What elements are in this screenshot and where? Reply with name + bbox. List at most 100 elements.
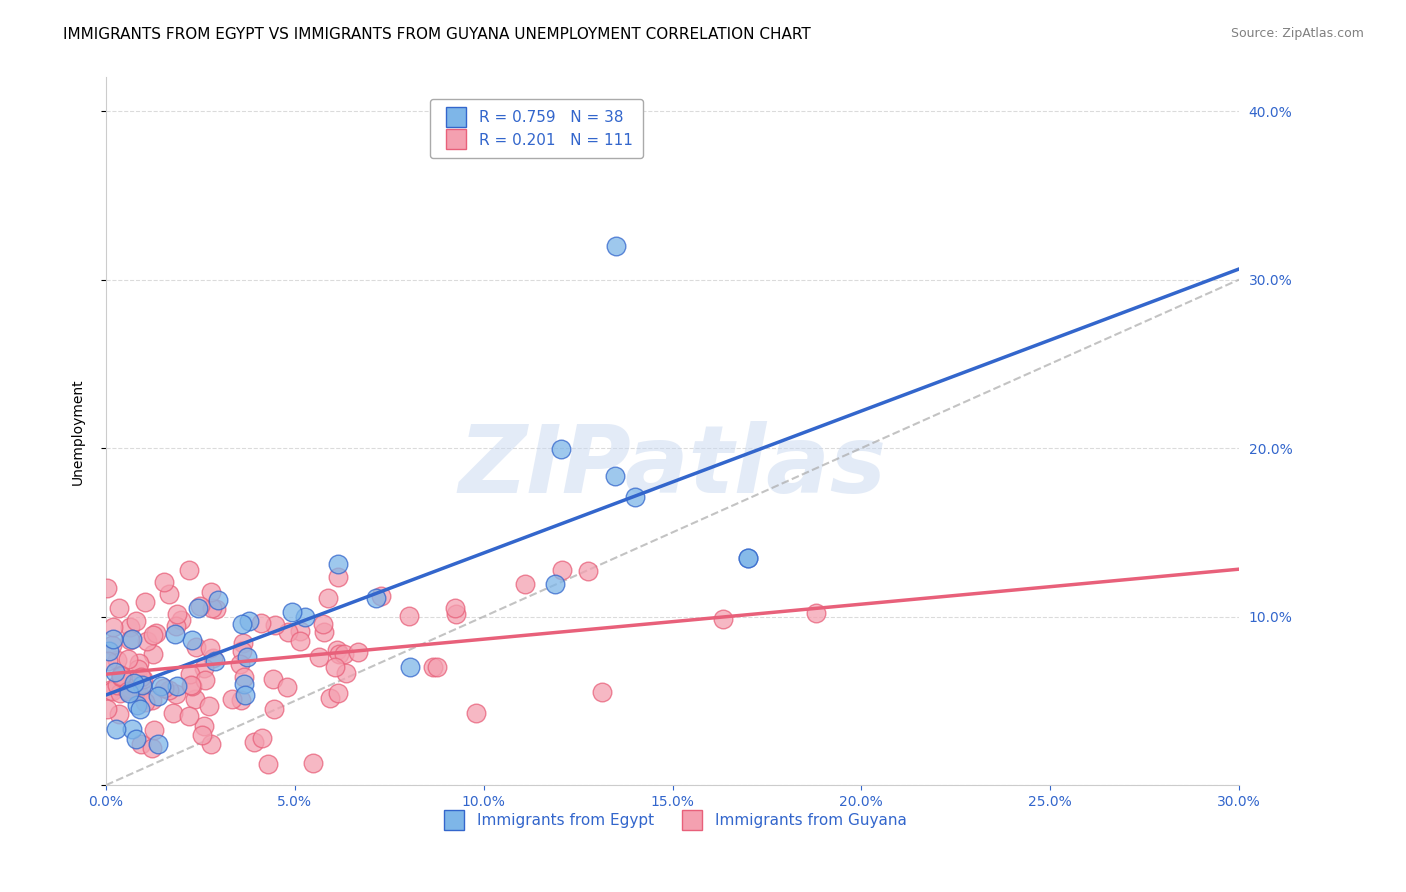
Immigrants from Guyana [118,681,141,696]
Immigrants from Guyana [120,619,142,633]
Immigrants from Guyana [98,683,121,698]
Immigrants from Guyana [326,686,349,700]
Immigrants from Guyana [229,657,252,671]
Immigrants from Guyana [444,607,467,622]
Immigrants from Guyana [290,624,312,639]
Immigrants from Guyana [232,636,254,650]
Immigrants from Guyana [134,695,156,709]
Immigrants from Guyana [157,587,180,601]
Immigrants from Guyana [301,756,323,770]
Immigrants from Egypt [605,469,627,483]
Immigrants from Guyana [101,620,124,634]
Immigrants from Guyana [513,577,536,591]
Immigrants from Guyana [200,737,222,751]
Immigrants from Egypt [233,688,256,702]
Immigrants from Egypt [399,660,422,674]
Immigrants from Egypt [121,632,143,647]
Legend: Immigrants from Egypt, Immigrants from Guyana: Immigrants from Egypt, Immigrants from G… [432,807,912,834]
Immigrants from Guyana [128,656,150,670]
Immigrants from Guyana [96,702,118,716]
Immigrants from Guyana [308,650,330,665]
Immigrants from Guyana [256,756,278,771]
Immigrants from Guyana [198,699,221,714]
Immigrants from Guyana [551,563,574,577]
Immigrants from Egypt [131,678,153,692]
Immigrants from Guyana [105,678,128,692]
Immigrants from Guyana [125,615,148,629]
Immigrants from Guyana [465,706,488,720]
Immigrants from Egypt [105,722,128,736]
Immigrants from Egypt [125,698,148,713]
Immigrants from Guyana [142,647,165,661]
Immigrants from Egypt [166,680,188,694]
Immigrants from Egypt [544,577,567,591]
Immigrants from Guyana [105,653,128,667]
Immigrants from Guyana [711,612,734,626]
Y-axis label: Unemployment: Unemployment [72,378,86,484]
Immigrants from Guyana [186,640,208,654]
Immigrants from Guyana [177,709,200,723]
Immigrants from Egypt [294,610,316,624]
Immigrants from Guyana [166,607,188,621]
Immigrants from Guyana [129,670,152,684]
Immigrants from Guyana [180,680,202,694]
Immigrants from Guyana [157,683,180,698]
Immigrants from Egypt [233,676,256,690]
Immigrants from Guyana [335,666,357,681]
Immigrants from Egypt [281,606,304,620]
Immigrants from Egypt [148,689,170,703]
Immigrants from Guyana [141,740,163,755]
Immigrants from Guyana [221,691,243,706]
Immigrants from Egypt [146,737,169,751]
Immigrants from Guyana [131,677,153,691]
Immigrants from Guyana [444,600,467,615]
Immigrants from Guyana [314,625,336,640]
Immigrants from Guyana [263,702,285,716]
Immigrants from Guyana [165,619,187,633]
Immigrants from Guyana [191,728,214,742]
Immigrants from Guyana [145,626,167,640]
Immigrants from Egypt [231,616,253,631]
Immigrants from Guyana [117,684,139,698]
Immigrants from Guyana [326,643,349,657]
Immigrants from Egypt [737,550,759,565]
Immigrants from Egypt [149,679,172,693]
Immigrants from Guyana [118,632,141,647]
Immigrants from Guyana [117,652,139,666]
Immigrants from Egypt [238,615,260,629]
Immigrants from Guyana [333,647,356,661]
Immigrants from Guyana [180,678,202,692]
Immigrants from Guyana [252,731,274,745]
Immigrants from Guyana [141,693,163,707]
Immigrants from Guyana [263,618,285,632]
Immigrants from Guyana [193,661,215,675]
Immigrants from Guyana [312,617,335,632]
Immigrants from Guyana [134,595,156,609]
Immigrants from Guyana [110,668,132,682]
Immigrants from Guyana [422,660,444,674]
Immigrants from Guyana [201,600,224,615]
Immigrants from Egypt [207,592,229,607]
Immigrants from Guyana [165,687,187,701]
Immigrants from Guyana [242,735,264,749]
Text: IMMIGRANTS FROM EGYPT VS IMMIGRANTS FROM GUYANA UNEMPLOYMENT CORRELATION CHART: IMMIGRANTS FROM EGYPT VS IMMIGRANTS FROM… [63,27,811,42]
Immigrants from Guyana [576,564,599,578]
Text: ZIPatlas: ZIPatlas [458,421,887,513]
Immigrants from Egypt [103,632,125,646]
Immigrants from Guyana [591,685,613,699]
Immigrants from Guyana [250,616,273,631]
Immigrants from Guyana [108,686,131,700]
Immigrants from Egypt [180,632,202,647]
Immigrants from Guyana [193,719,215,733]
Immigrants from Guyana [231,693,253,707]
Immigrants from Egypt [124,675,146,690]
Immigrants from Egypt [364,591,387,605]
Immigrants from Guyana [153,575,176,590]
Immigrants from Guyana [183,692,205,706]
Immigrants from Guyana [108,706,131,721]
Immigrants from Guyana [276,681,298,695]
Immigrants from Guyana [100,638,122,652]
Immigrants from Guyana [233,671,256,685]
Immigrants from Guyana [132,672,155,686]
Immigrants from Egypt [121,722,143,736]
